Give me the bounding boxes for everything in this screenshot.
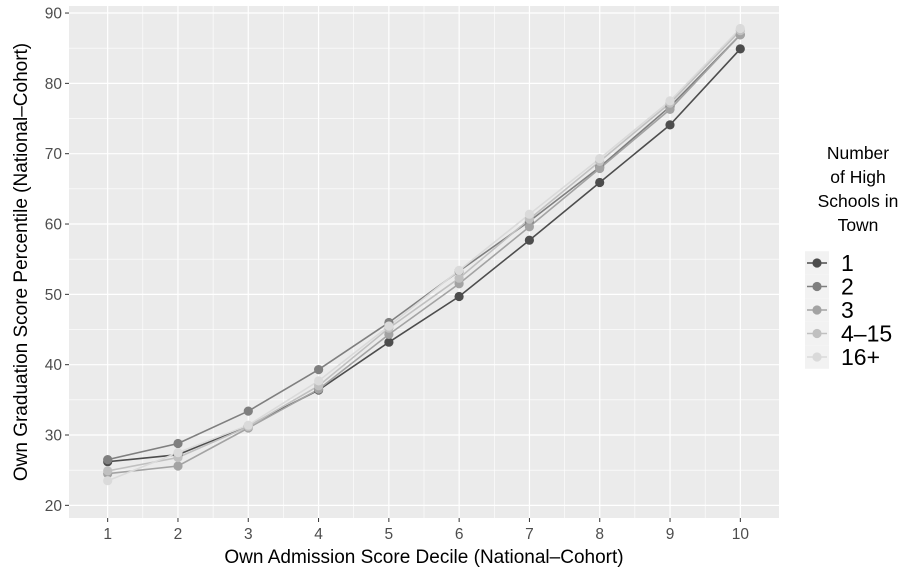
- x-tick-label: 10: [732, 526, 750, 543]
- data-point: [103, 455, 113, 465]
- y-tick-label: 60: [45, 217, 63, 234]
- series-line: [107, 34, 741, 461]
- y-tick-label: 40: [45, 357, 63, 374]
- x-axis: 1 2 3 4 5 6 7 8 9 10: [103, 518, 749, 543]
- data-point: [384, 321, 394, 331]
- legend-key-point: [812, 328, 822, 339]
- legend-label: 1: [841, 250, 854, 276]
- x-tick-label: 9: [666, 526, 675, 543]
- data-point: [454, 291, 464, 302]
- data-point: [524, 209, 535, 219]
- series-line: [107, 48, 741, 463]
- legend-label: 3: [841, 297, 854, 323]
- data-point: [595, 154, 605, 164]
- data-point: [454, 273, 464, 283]
- y-tick-label: 30: [45, 428, 63, 445]
- data-point: [384, 337, 394, 347]
- data-point: [103, 476, 113, 486]
- series-lines: [107, 27, 741, 482]
- grid: [69, 6, 779, 518]
- y-tick-label: 70: [45, 146, 63, 163]
- x-tick-label: 5: [385, 526, 394, 543]
- legend-label: 2: [841, 274, 854, 300]
- data-point: [665, 104, 675, 114]
- data-point: [243, 406, 253, 416]
- x-tick-label: 7: [525, 526, 534, 543]
- x-axis-title: Own Admission Score Decile (National–Coh…: [224, 547, 623, 568]
- data-point: [173, 438, 183, 449]
- series-line: [107, 27, 741, 482]
- data-point: [173, 448, 183, 458]
- data-point: [524, 222, 535, 232]
- x-tick-label: 2: [174, 526, 183, 543]
- legend-key-point: [812, 258, 822, 268]
- data-point: [103, 466, 113, 476]
- legend-key-point: [812, 305, 822, 315]
- y-axis-title: Own Graduation Score Percentile (Nationa…: [11, 43, 32, 481]
- series-line: [107, 34, 741, 475]
- legend-key-point: [812, 352, 822, 362]
- x-tick-label: 6: [455, 526, 464, 543]
- data-point: [524, 235, 535, 245]
- legend-title-line: Town: [838, 215, 879, 235]
- y-tick-label: 90: [45, 6, 63, 23]
- series-points: [103, 23, 745, 486]
- data-point: [314, 365, 324, 375]
- legend-label: 4–15: [841, 321, 892, 347]
- legend-title-line: Number: [827, 143, 889, 163]
- data-point: [735, 23, 745, 34]
- legend-key-point: [812, 281, 822, 292]
- data-point: [384, 329, 394, 339]
- x-tick-label: 8: [595, 526, 604, 543]
- legend-label: 16+: [841, 344, 880, 370]
- y-tick-label: 20: [45, 498, 63, 515]
- data-point: [665, 96, 675, 106]
- legend-title-line: Schools in: [818, 191, 899, 211]
- data-point: [735, 44, 745, 54]
- y-tick-label: 50: [45, 287, 63, 304]
- y-tick-label: 80: [45, 76, 63, 93]
- data-point: [665, 120, 675, 130]
- data-point: [595, 163, 605, 174]
- data-point: [314, 376, 324, 386]
- data-point: [595, 177, 605, 188]
- data-point: [454, 265, 464, 275]
- x-tick-label: 4: [314, 526, 323, 543]
- y-axis: 20 30 40 50 60 70 80 90: [45, 6, 69, 515]
- data-point: [243, 420, 253, 430]
- legend: Number of High Schools in Town 1234–1516…: [805, 143, 898, 370]
- series-line: [107, 30, 741, 472]
- x-tick-label: 3: [244, 526, 253, 543]
- x-tick-label: 1: [103, 526, 112, 543]
- legend-title-line: of High: [830, 167, 885, 187]
- data-point: [173, 461, 183, 471]
